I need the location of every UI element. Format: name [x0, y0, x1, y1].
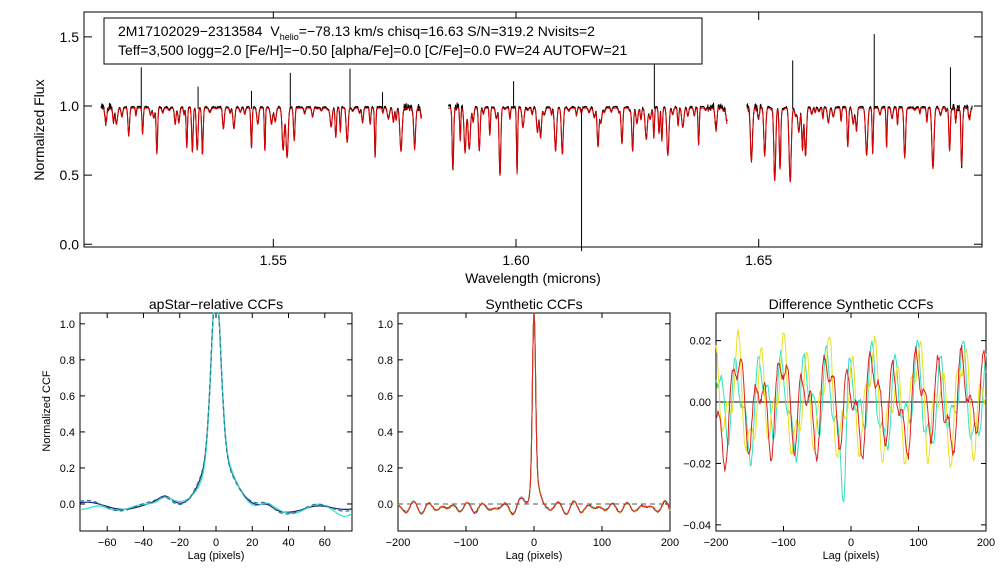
spectrum-y-tick-label: 1.0: [60, 98, 80, 114]
synthetic-ccf-panel: −200 −100 0 100 200 0.0 0.2 0.4 0.6 0.8 1.0 Synthe…: [378, 296, 679, 562]
object-id: 2M17102029−2313584: [118, 23, 263, 39]
apstar-ccf-x-tick-label: 40: [282, 537, 294, 549]
apstar-ccf-x-tick-label: 20: [246, 537, 258, 549]
spectrum-y-tick-label: 0.0: [60, 236, 80, 252]
annotation-summary: =−78.13 km/s chisq=16.63 S/N=319.2 Nvisi…: [299, 23, 595, 39]
synthetic-ccf-tick-labels: −200 −100 0 100 200 0.0 0.2 0.4 0.6 0.8 1.0: [378, 319, 679, 549]
difference-ccf-x-tick-label: 0: [848, 537, 854, 549]
spectrum-annotation-line1: 2M17102029−2313584 Vhelio=−78.13 km/s chi…: [118, 23, 595, 42]
spectrum-panel: 1.55 1.60 1.65 0.0 0.5 1.0 1.5 2M17102029−2313…: [31, 11, 983, 286]
difference-ccf-line-3: [715, 345, 987, 472]
apstar-ccf-x-tick-label: −60: [98, 537, 117, 549]
apstar-ccf-title: apStar−relative CCFs: [149, 296, 283, 312]
synthetic-ccf-plot-frame: [397, 312, 671, 532]
difference-ccf-line-1: [715, 339, 987, 503]
apstar-ccf-y-tick-label: 0.0: [60, 499, 75, 511]
synthetic-ccf-x-tick-label: −100: [454, 537, 479, 549]
spectrum-plot-frame: [83, 11, 983, 248]
synthetic-ccf-title: Synthetic CCFs: [485, 296, 582, 312]
synthetic-ccf-line-2: [397, 312, 671, 516]
synthetic-ccf-x-tick-label: −200: [386, 537, 411, 549]
synthetic-ccf-x-tick-label: 100: [593, 537, 611, 549]
difference-ccf-x-axis-label: Lag (pixels): [823, 550, 880, 562]
synthetic-ccf-x-tick-label: 0: [531, 537, 537, 549]
difference-ccf-x-tick-label: −200: [704, 537, 729, 549]
apstar-ccf-line-2: [80, 312, 353, 517]
difference-ccf-x-tick-label: 200: [977, 537, 995, 549]
synthetic-ccf-x-tick-label: 200: [661, 537, 679, 549]
apstar-ccf-line-3: [79, 312, 353, 515]
synthetic-ccf-y-tick-label: 0.4: [378, 427, 393, 439]
difference-ccf-y-tick-label: 0.02: [690, 336, 711, 348]
difference-ccf-y-tick-label: −0.04: [683, 520, 711, 532]
synthetic-ccf-line-4: [397, 312, 671, 516]
apstar-ccf-y-tick-label: 0.8: [60, 355, 75, 367]
difference-ccf-y-tick-label: −0.02: [683, 458, 711, 470]
synthetic-ccf-ticks: [397, 313, 671, 531]
v-helio-subscript: helio: [280, 32, 299, 42]
difference-ccf-series: [715, 328, 987, 503]
synthetic-ccf-series: [397, 312, 671, 516]
apstar-ccf-y-tick-label: 1.0: [60, 319, 75, 331]
difference-ccf-ticks: [715, 313, 987, 531]
apstar-ccf-x-axis-label: Lag (pixels): [188, 550, 245, 562]
difference-ccf-x-tick-label: −100: [771, 537, 796, 549]
difference-ccf-title: Difference Synthetic CCFs: [769, 296, 934, 312]
apstar-ccf-y-tick-label: 0.2: [60, 463, 75, 475]
synthetic-ccf-line-1: [397, 312, 671, 516]
spectrum-x-tick-label: 1.60: [502, 252, 529, 268]
apstar-ccf-y-tick-label: 0.6: [60, 391, 75, 403]
apstar-ccf-x-tick-label: 0: [213, 537, 219, 549]
apstar-ccf-line-1: [79, 312, 353, 513]
apstar-ccf-x-tick-label: −20: [170, 537, 189, 549]
spectrum-y-axis-label: Normalized Flux: [31, 79, 47, 180]
apstar-ccf-panel: −60 −40 −20 0 20 40 60 0.0 0.2 0.4 0.6 0.8 1.0 apSta…: [41, 296, 353, 562]
difference-ccf-panel: −200 −100 0 100 200 −0.04 −0.02 0.00 0.02 Differ…: [683, 296, 995, 562]
synthetic-ccf-y-tick-label: 0.6: [378, 391, 393, 403]
synthetic-ccf-y-tick-label: 0.2: [378, 463, 393, 475]
spectrum-annotation-line2: Teff=3,500 logg=2.0 [Fe/H]=−0.50 [alpha/…: [118, 42, 627, 58]
spectrum-tick-labels: 1.55 1.60 1.65 0.0 0.5 1.0 1.5: [60, 29, 773, 268]
difference-ccf-x-tick-label: 100: [909, 537, 927, 549]
spectrum-y-tick-label: 0.5: [60, 167, 80, 183]
spectrum-y-tick-label: 1.5: [60, 29, 80, 45]
synthetic-ccf-y-tick-label: 1.0: [378, 319, 393, 331]
apstar-ccf-series: [79, 312, 353, 517]
apstar-ccf-tick-labels: −60 −40 −20 0 20 40 60 0.0 0.2 0.4 0.6 0.8 1.0: [60, 319, 331, 549]
spectrum-synthetic-line-chip-1: [100, 107, 422, 159]
synthetic-ccf-line-5: [397, 312, 671, 516]
difference-ccf-tick-labels: −200 −100 0 100 200 −0.04 −0.02 0.00 0.02: [683, 336, 995, 549]
spectrum-annotation-box: [103, 17, 703, 65]
spectrum-x-tick-label: 1.65: [745, 252, 772, 268]
apstar-ccf-x-tick-label: 60: [319, 537, 331, 549]
apstar-ccf-ticks: [80, 313, 352, 531]
apstar-ccf-x-tick-label: −40: [134, 537, 153, 549]
v-helio-symbol: V: [270, 23, 280, 39]
difference-ccf-y-tick-label: 0.00: [690, 397, 711, 409]
synthetic-ccf-line-3: [398, 312, 671, 516]
spectrum-observed-line-chip-2: [447, 102, 728, 175]
synthetic-ccf-y-tick-label: 0.8: [378, 355, 393, 367]
apstar-ccf-y-tick-label: 0.4: [60, 427, 75, 439]
spectrum-synthetic-line-chip-3: [746, 107, 973, 183]
spectrum-synthetic-line-chip-2: [447, 107, 728, 177]
apstar-ccf-plot-frame: [79, 312, 353, 532]
synthetic-ccf-x-axis-label: Lag (pixels): [506, 550, 563, 562]
spectrum-x-axis-label: Wavelength (microns): [465, 270, 601, 286]
spectrum-x-tick-label: 1.55: [260, 252, 287, 268]
apstar-ccf-y-axis-label: Normalized CCF: [41, 370, 53, 452]
synthetic-ccf-y-tick-label: 0.0: [378, 499, 393, 511]
